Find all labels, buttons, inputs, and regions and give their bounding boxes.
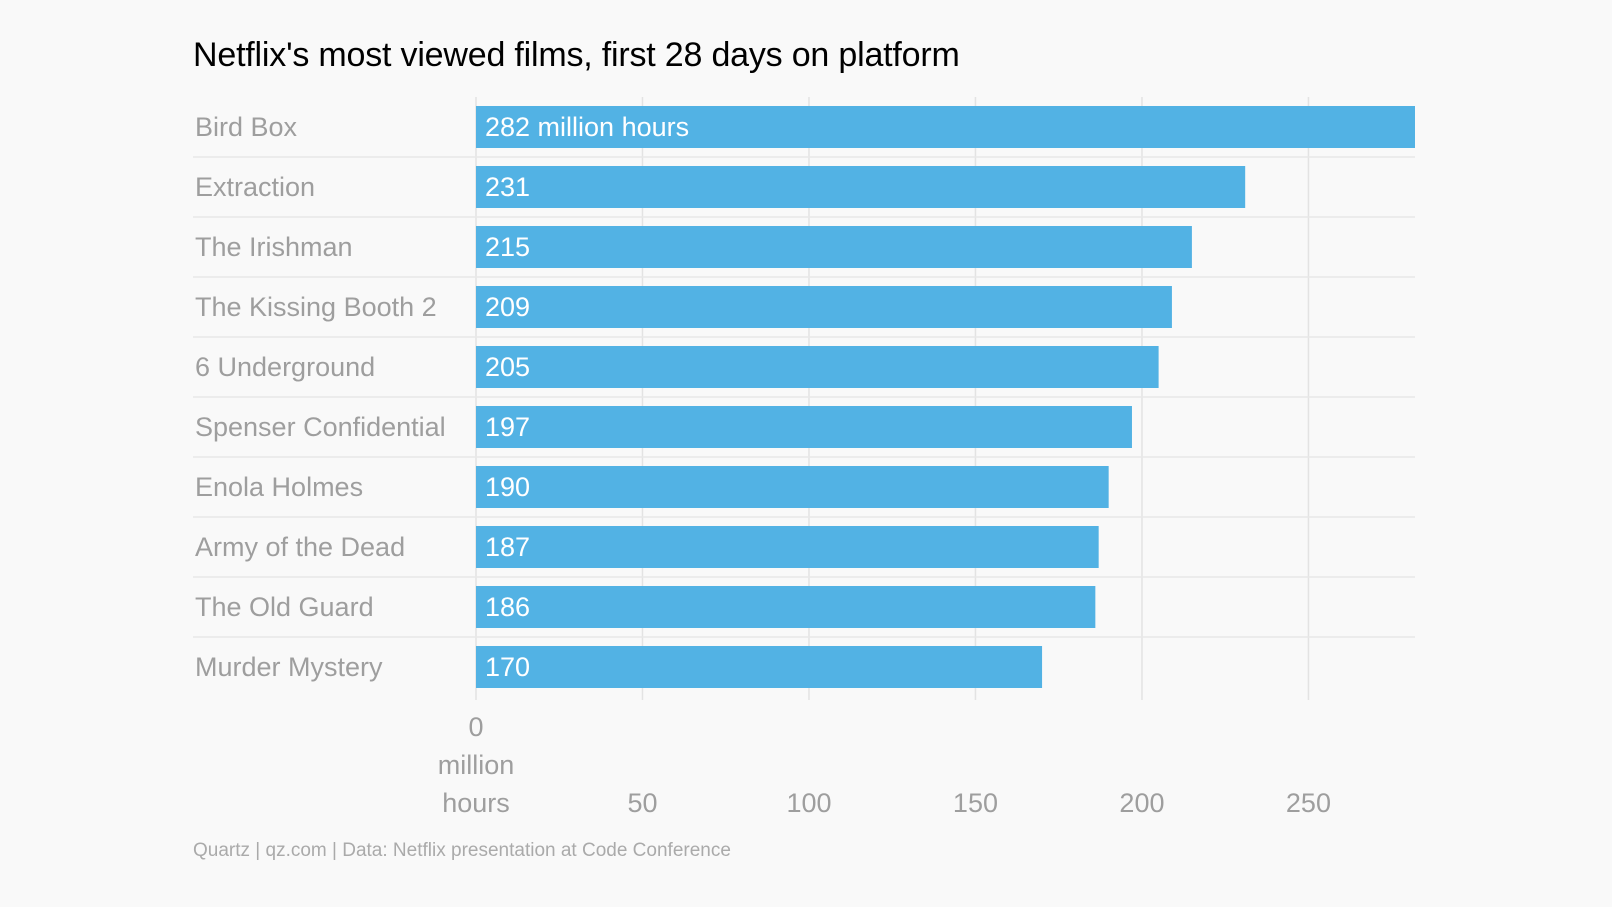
bar-value-label-2: 215 xyxy=(485,232,530,262)
bar-value-label-3: 209 xyxy=(485,292,530,322)
row-separators xyxy=(193,156,1415,638)
category-label-9: Murder Mystery xyxy=(195,652,383,682)
bar-2 xyxy=(476,226,1192,268)
tick-label-5: 250 xyxy=(1286,788,1331,818)
category-label-1: Extraction xyxy=(195,172,315,202)
bar-value-label-5: 197 xyxy=(485,412,530,442)
tick-label-1: 50 xyxy=(627,788,657,818)
category-label-5: Spenser Confidential xyxy=(195,412,446,442)
category-label-6: Enola Holmes xyxy=(195,472,363,502)
tick-label-2: 100 xyxy=(786,788,831,818)
tick-unit-label-1: million xyxy=(438,750,515,780)
bar-9 xyxy=(476,646,1043,688)
tick-label-3: 150 xyxy=(953,788,998,818)
bar-7 xyxy=(476,526,1099,568)
bar-5 xyxy=(476,406,1132,448)
bar-value-label-9: 170 xyxy=(485,652,530,682)
source-credit: Quartz | qz.com | Data: Netflix presenta… xyxy=(193,840,731,861)
bar-value-label-1: 231 xyxy=(485,172,530,202)
category-label-8: The Old Guard xyxy=(195,592,374,622)
bar-3 xyxy=(476,286,1172,328)
category-label-2: The Irishman xyxy=(195,232,353,262)
x-axis-tick-labels: 0 million hours 50 100 150 200 250 xyxy=(438,712,1331,818)
bar-6 xyxy=(476,466,1109,508)
category-label-7: Army of the Dead xyxy=(195,532,405,562)
bars xyxy=(476,106,1415,688)
bar-1 xyxy=(476,166,1246,208)
category-label-3: The Kissing Booth 2 xyxy=(195,292,437,322)
category-label-4: 6 Underground xyxy=(195,352,375,382)
bar-value-label-4: 205 xyxy=(485,352,530,382)
bar-0 xyxy=(476,106,1415,148)
tick-label-0: 0 xyxy=(468,712,483,742)
bar-value-label-7: 187 xyxy=(485,532,530,562)
tick-unit-label-2: hours xyxy=(442,788,510,818)
bar-8 xyxy=(476,586,1096,628)
bar-value-label-0: 282 million hours xyxy=(485,112,689,142)
tick-label-4: 200 xyxy=(1119,788,1164,818)
bar-value-label-8: 186 xyxy=(485,592,530,622)
bar-value-label-6: 190 xyxy=(485,472,530,502)
category-labels: Bird Box Extraction The Irishman The Kissin… xyxy=(195,112,446,682)
bar-4 xyxy=(476,346,1159,388)
chart-title: Netflix's most viewed films, first 28 da… xyxy=(193,36,960,74)
bar-value-labels: 282 million hours 231 215 209 205 197 190 187 18… xyxy=(485,112,689,682)
category-label-0: Bird Box xyxy=(195,112,298,142)
